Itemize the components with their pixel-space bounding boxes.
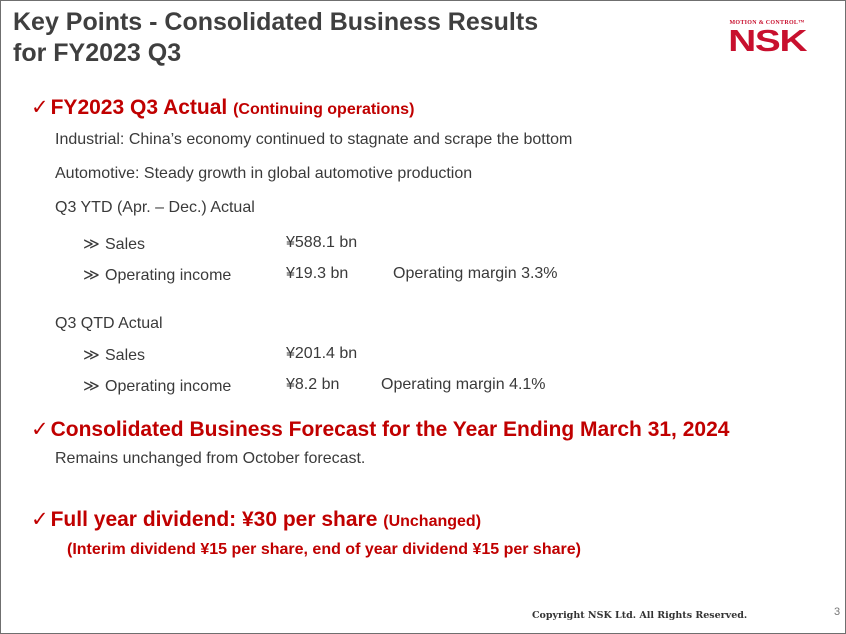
double-chevron-icon: ≫: [83, 345, 100, 364]
qtd-sales-row: ≫ Sales: [83, 345, 145, 365]
ytd-margin: Operating margin 3.3%: [393, 265, 558, 282]
qtd-oi-value: ¥8.2 bn: [286, 376, 340, 393]
section3-heading-text: Full year dividend: ¥30 per share: [50, 508, 378, 531]
checkmark-icon: ✓: [31, 418, 49, 441]
section3-heading: ✓Full year dividend: ¥30 per share (Unch…: [31, 507, 481, 532]
logo-mark: NSK: [727, 23, 807, 58]
section1-heading-text: FY2023 Q3 Actual: [50, 96, 228, 119]
section2-heading-text: Consolidated Business Forecast for the Y…: [50, 418, 730, 441]
qtd-sales-label: Sales: [105, 347, 146, 364]
section2-body: Remains unchanged from October forecast.: [55, 450, 366, 467]
industrial-text: Industrial: China’s economy continued to…: [55, 131, 573, 148]
ytd-oi-value: ¥19.3 bn: [286, 265, 349, 282]
checkmark-icon: ✓: [31, 96, 49, 119]
double-chevron-icon: ≫: [83, 234, 100, 253]
page-number: 3: [834, 606, 841, 618]
section3-heading-sub: (Unchanged): [383, 513, 482, 530]
ytd-oi-row: ≫ Operating income: [83, 265, 231, 285]
ytd-sales-label: Sales: [105, 236, 146, 253]
ytd-label: Q3 YTD (Apr. – Dec.) Actual: [55, 199, 255, 216]
dividend-detail: (Interim dividend ¥15 per share, end of …: [67, 541, 581, 558]
section1-heading: ✓FY2023 Q3 Actual (Continuing operations…: [31, 95, 414, 120]
qtd-sales-value: ¥201.4 bn: [286, 345, 358, 362]
ytd-oi-label: Operating income: [105, 267, 232, 284]
qtd-oi-label: Operating income: [105, 378, 232, 395]
double-chevron-icon: ≫: [83, 265, 100, 284]
section2-heading: ✓Consolidated Business Forecast for the …: [31, 417, 729, 442]
nsk-logo: MOTION & CONTROL™ NSK: [717, 19, 817, 59]
copyright-footer: Copyright NSK Ltd. All Rights Reserved.: [532, 610, 748, 621]
ytd-sales-value: ¥588.1 bn: [286, 234, 358, 251]
title-line-1: Key Points - Consolidated Business Resul…: [13, 8, 539, 36]
logo-tagline: MOTION & CONTROL™: [729, 20, 805, 26]
title-line-2: for FY2023 Q3: [13, 39, 182, 67]
automotive-text: Automotive: Steady growth in global auto…: [55, 165, 473, 182]
ytd-sales-row: ≫ Sales: [83, 234, 145, 254]
section1-heading-sub: (Continuing operations): [233, 101, 415, 118]
qtd-oi-row: ≫ Operating income: [83, 376, 231, 396]
qtd-margin: Operating margin 4.1%: [381, 376, 546, 393]
slide-title: Key Points - Consolidated Business Resul…: [13, 7, 538, 69]
qtd-label: Q3 QTD Actual: [55, 315, 163, 332]
double-chevron-icon: ≫: [83, 376, 100, 395]
checkmark-icon: ✓: [31, 508, 49, 531]
